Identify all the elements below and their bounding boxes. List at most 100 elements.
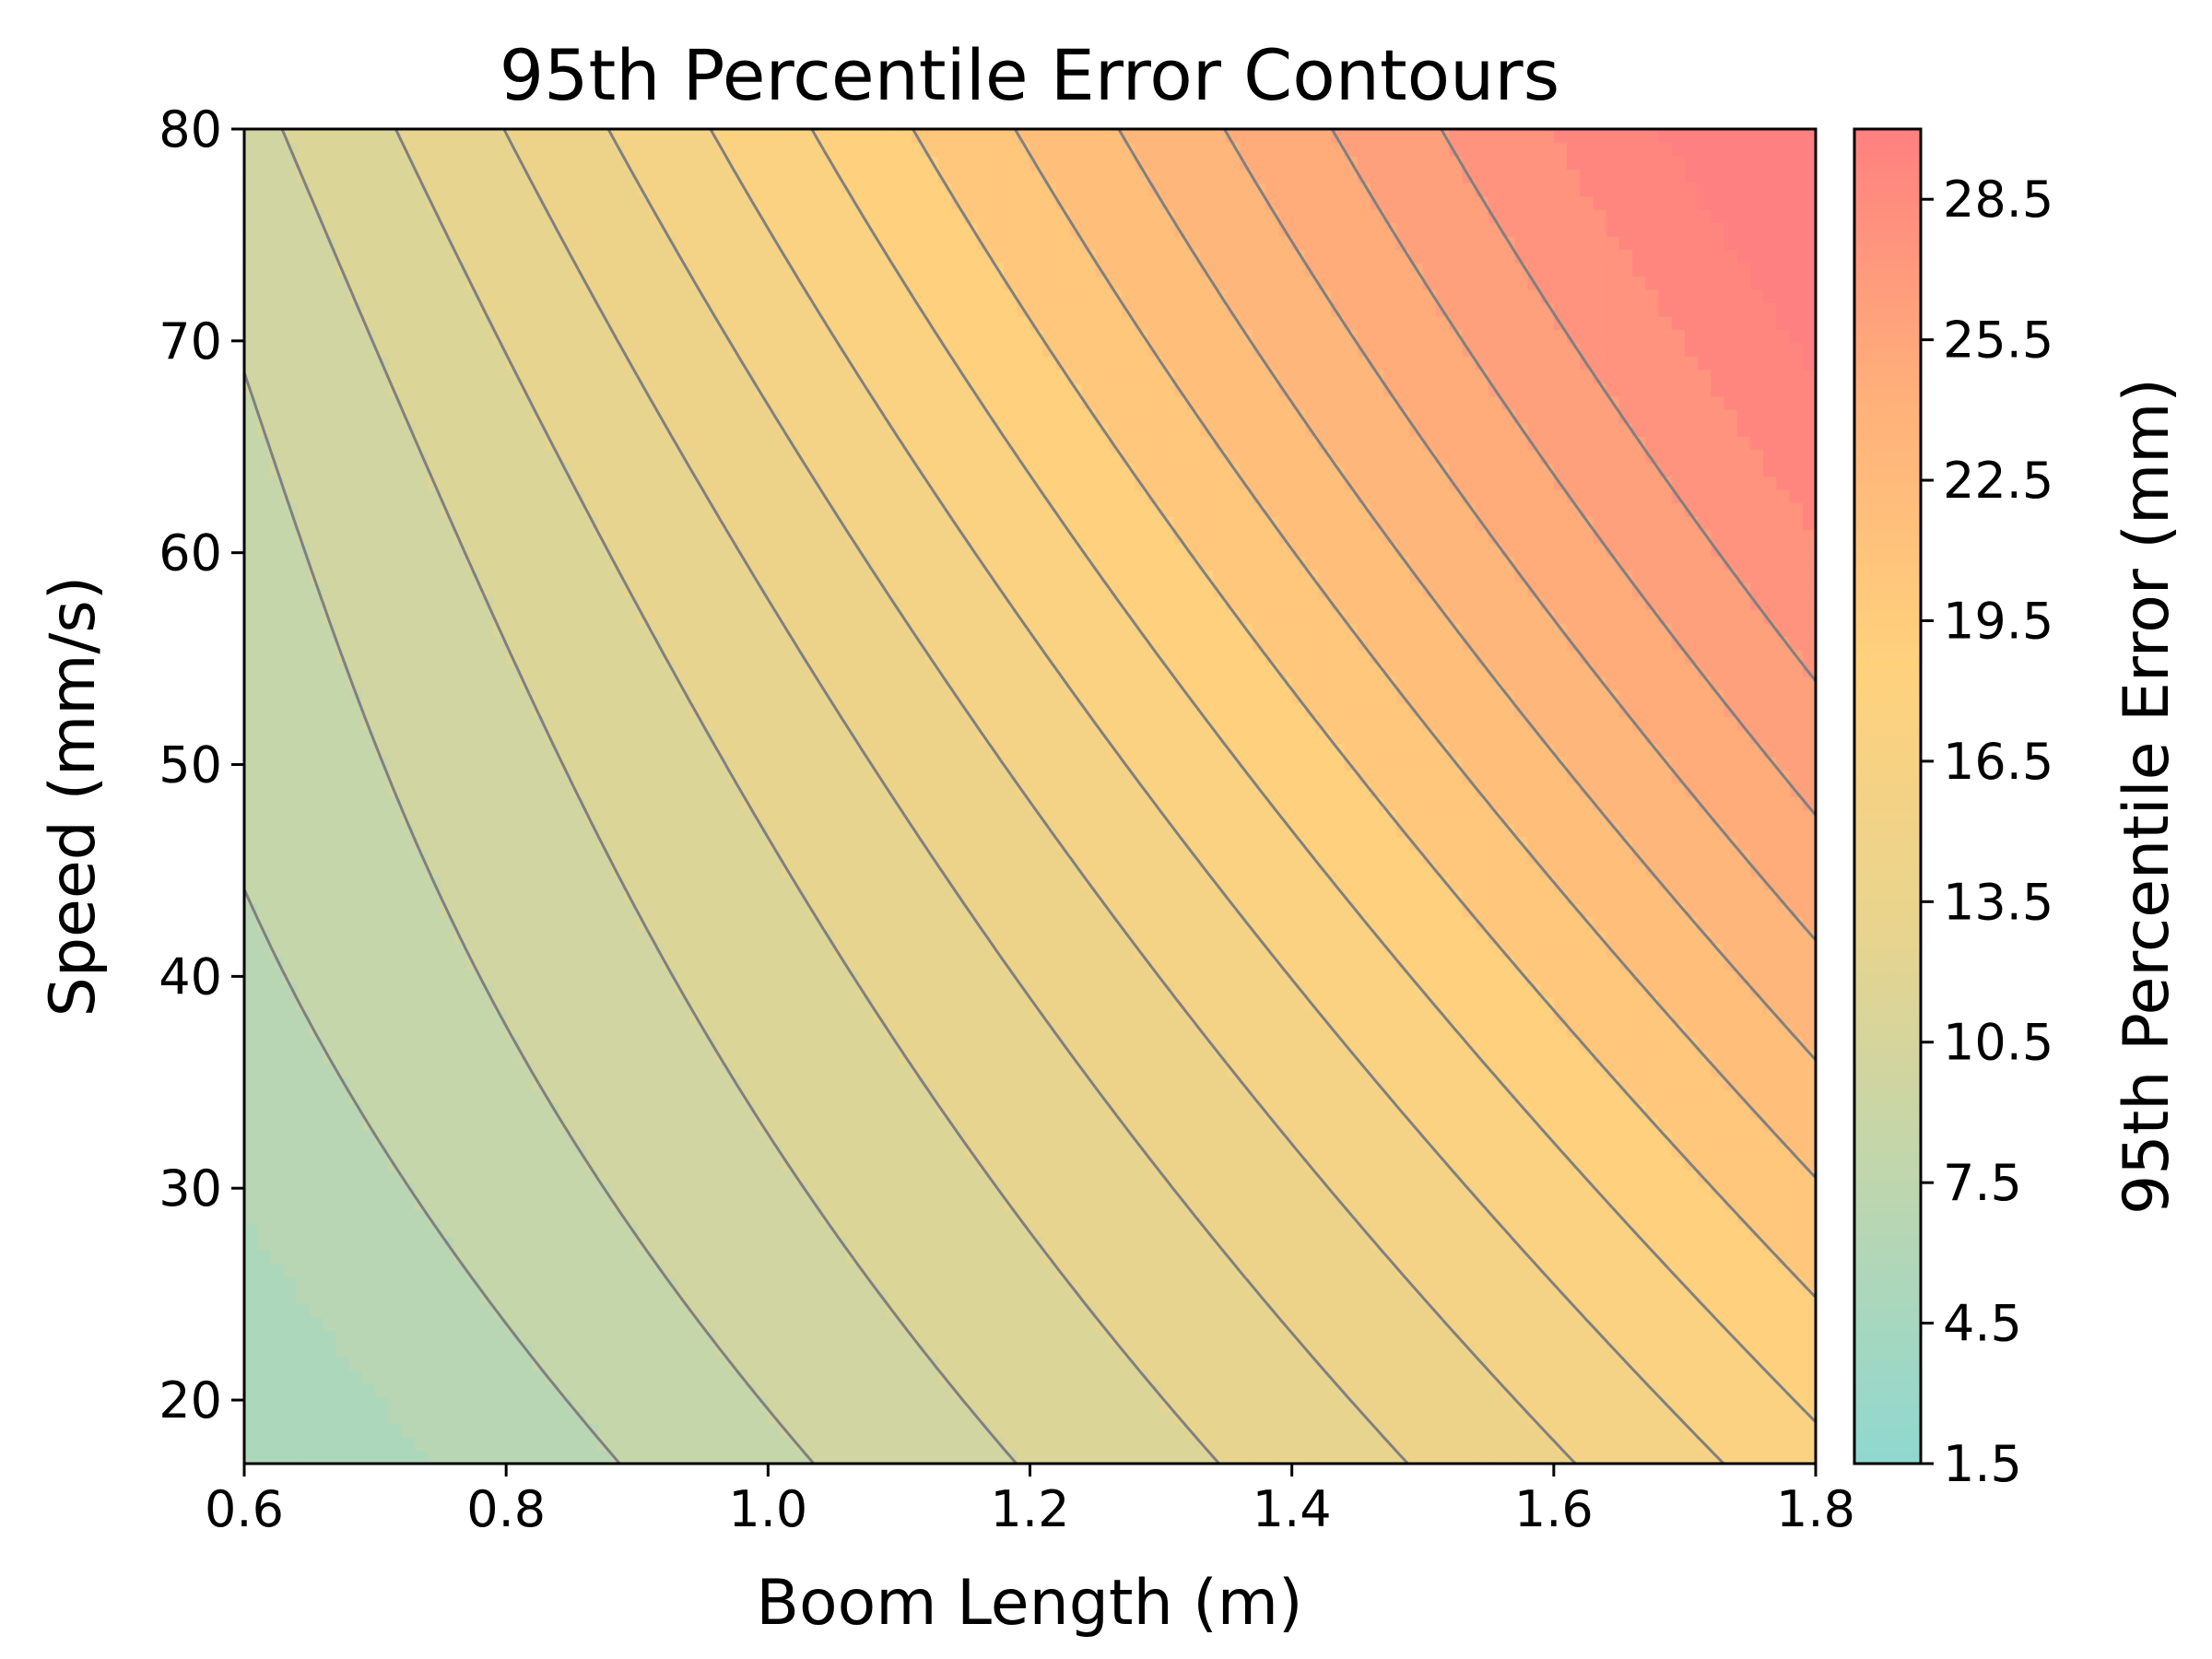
heat-cell <box>348 729 363 744</box>
heat-cell <box>859 1196 874 1211</box>
heat-cell <box>466 743 481 758</box>
heat-cell <box>715 542 730 558</box>
heat-cell <box>296 1223 311 1238</box>
heat-cell <box>335 1236 350 1252</box>
heat-cell <box>296 1130 311 1145</box>
heat-cell <box>310 288 324 304</box>
heat-cell <box>715 702 730 717</box>
heat-cell <box>806 182 821 197</box>
heat-cell <box>886 235 900 251</box>
heat-cell <box>283 1223 298 1238</box>
heat-cell <box>859 395 874 410</box>
heat-cell <box>519 1263 534 1278</box>
heat-cell <box>702 982 717 997</box>
heat-cell <box>532 1156 547 1171</box>
heat-cell <box>728 222 743 237</box>
heat-cell <box>571 1036 586 1051</box>
heat-cell <box>414 595 429 611</box>
heat-cell <box>597 342 612 357</box>
heat-cell <box>741 1383 756 1398</box>
heat-cell <box>335 1130 350 1145</box>
heat-cell <box>624 262 639 277</box>
heat-cell <box>506 863 521 877</box>
heat-cell <box>323 315 337 330</box>
heat-cell <box>348 756 363 771</box>
heat-cell <box>571 822 586 838</box>
heat-cell <box>820 876 835 891</box>
heat-cell <box>571 929 586 945</box>
heat-cell <box>768 996 782 1011</box>
heat-cell <box>650 422 665 437</box>
heat-cell <box>388 916 403 931</box>
heat-cell <box>597 582 612 597</box>
heat-cell <box>571 1423 586 1438</box>
heat-cell <box>401 756 416 771</box>
heat-cell <box>296 142 311 157</box>
heat-cell <box>610 195 625 210</box>
heat-cell <box>492 582 507 597</box>
heat-cell <box>859 463 874 477</box>
heat-cell <box>519 1383 534 1398</box>
heat-cell <box>466 863 481 877</box>
heat-cell <box>283 342 298 357</box>
heat-cell <box>715 556 730 571</box>
heat-cell <box>650 195 665 210</box>
heat-cell <box>715 488 730 504</box>
heat-cell <box>728 1250 743 1265</box>
heat-cell <box>768 1156 782 1171</box>
heat-cell <box>466 889 481 904</box>
heat-cell <box>453 689 468 704</box>
heat-cell <box>846 956 861 971</box>
heat-cell <box>846 249 861 264</box>
heat-cell <box>401 1156 416 1171</box>
heat-cell <box>361 302 376 317</box>
heat-cell <box>559 970 573 984</box>
heat-cell <box>414 956 429 971</box>
heat-cell <box>637 676 652 690</box>
heat-cell <box>559 488 573 504</box>
heat-cell <box>741 1343 756 1358</box>
heat-cell <box>781 689 795 704</box>
heat-cell <box>637 502 652 517</box>
heat-cell <box>414 1063 429 1077</box>
heat-cell <box>637 449 652 464</box>
heat-cell <box>624 756 639 771</box>
heat-cell <box>270 1223 285 1238</box>
heat-cell <box>820 1182 835 1198</box>
heat-cell <box>886 876 900 891</box>
heat-cell <box>728 1330 743 1345</box>
heat-cell <box>401 129 416 144</box>
heat-cell <box>323 770 337 784</box>
heat-cell <box>873 796 888 811</box>
heat-cell <box>401 929 416 945</box>
heat-cell <box>794 1396 808 1411</box>
heat-cell <box>846 1170 861 1184</box>
heat-cell <box>676 1156 690 1171</box>
heat-cell <box>676 529 690 544</box>
heat-cell <box>650 889 665 904</box>
heat-cell <box>466 449 481 464</box>
heat-cell <box>283 1089 298 1104</box>
heat-cell <box>859 356 874 371</box>
heat-cell <box>427 622 441 638</box>
heat-cell <box>506 1343 521 1358</box>
heat-cell <box>846 142 861 157</box>
heat-cell <box>414 382 429 397</box>
heat-cell <box>689 502 704 517</box>
heat-cell <box>257 1410 272 1425</box>
heat-cell <box>519 1170 534 1184</box>
heat-cell <box>466 488 481 504</box>
heat-cell <box>323 956 337 971</box>
heat-cell <box>781 782 795 797</box>
heat-cell <box>820 369 835 383</box>
heat-cell <box>310 449 324 464</box>
heat-cell <box>257 142 272 157</box>
heat-cell <box>479 809 494 824</box>
heat-cell <box>741 649 756 664</box>
heat-cell <box>637 1209 652 1225</box>
heat-cell <box>335 342 350 357</box>
heat-cell <box>466 436 481 451</box>
heat-cell <box>584 449 599 464</box>
heat-cell <box>492 1277 507 1291</box>
heat-cell <box>781 1130 795 1145</box>
